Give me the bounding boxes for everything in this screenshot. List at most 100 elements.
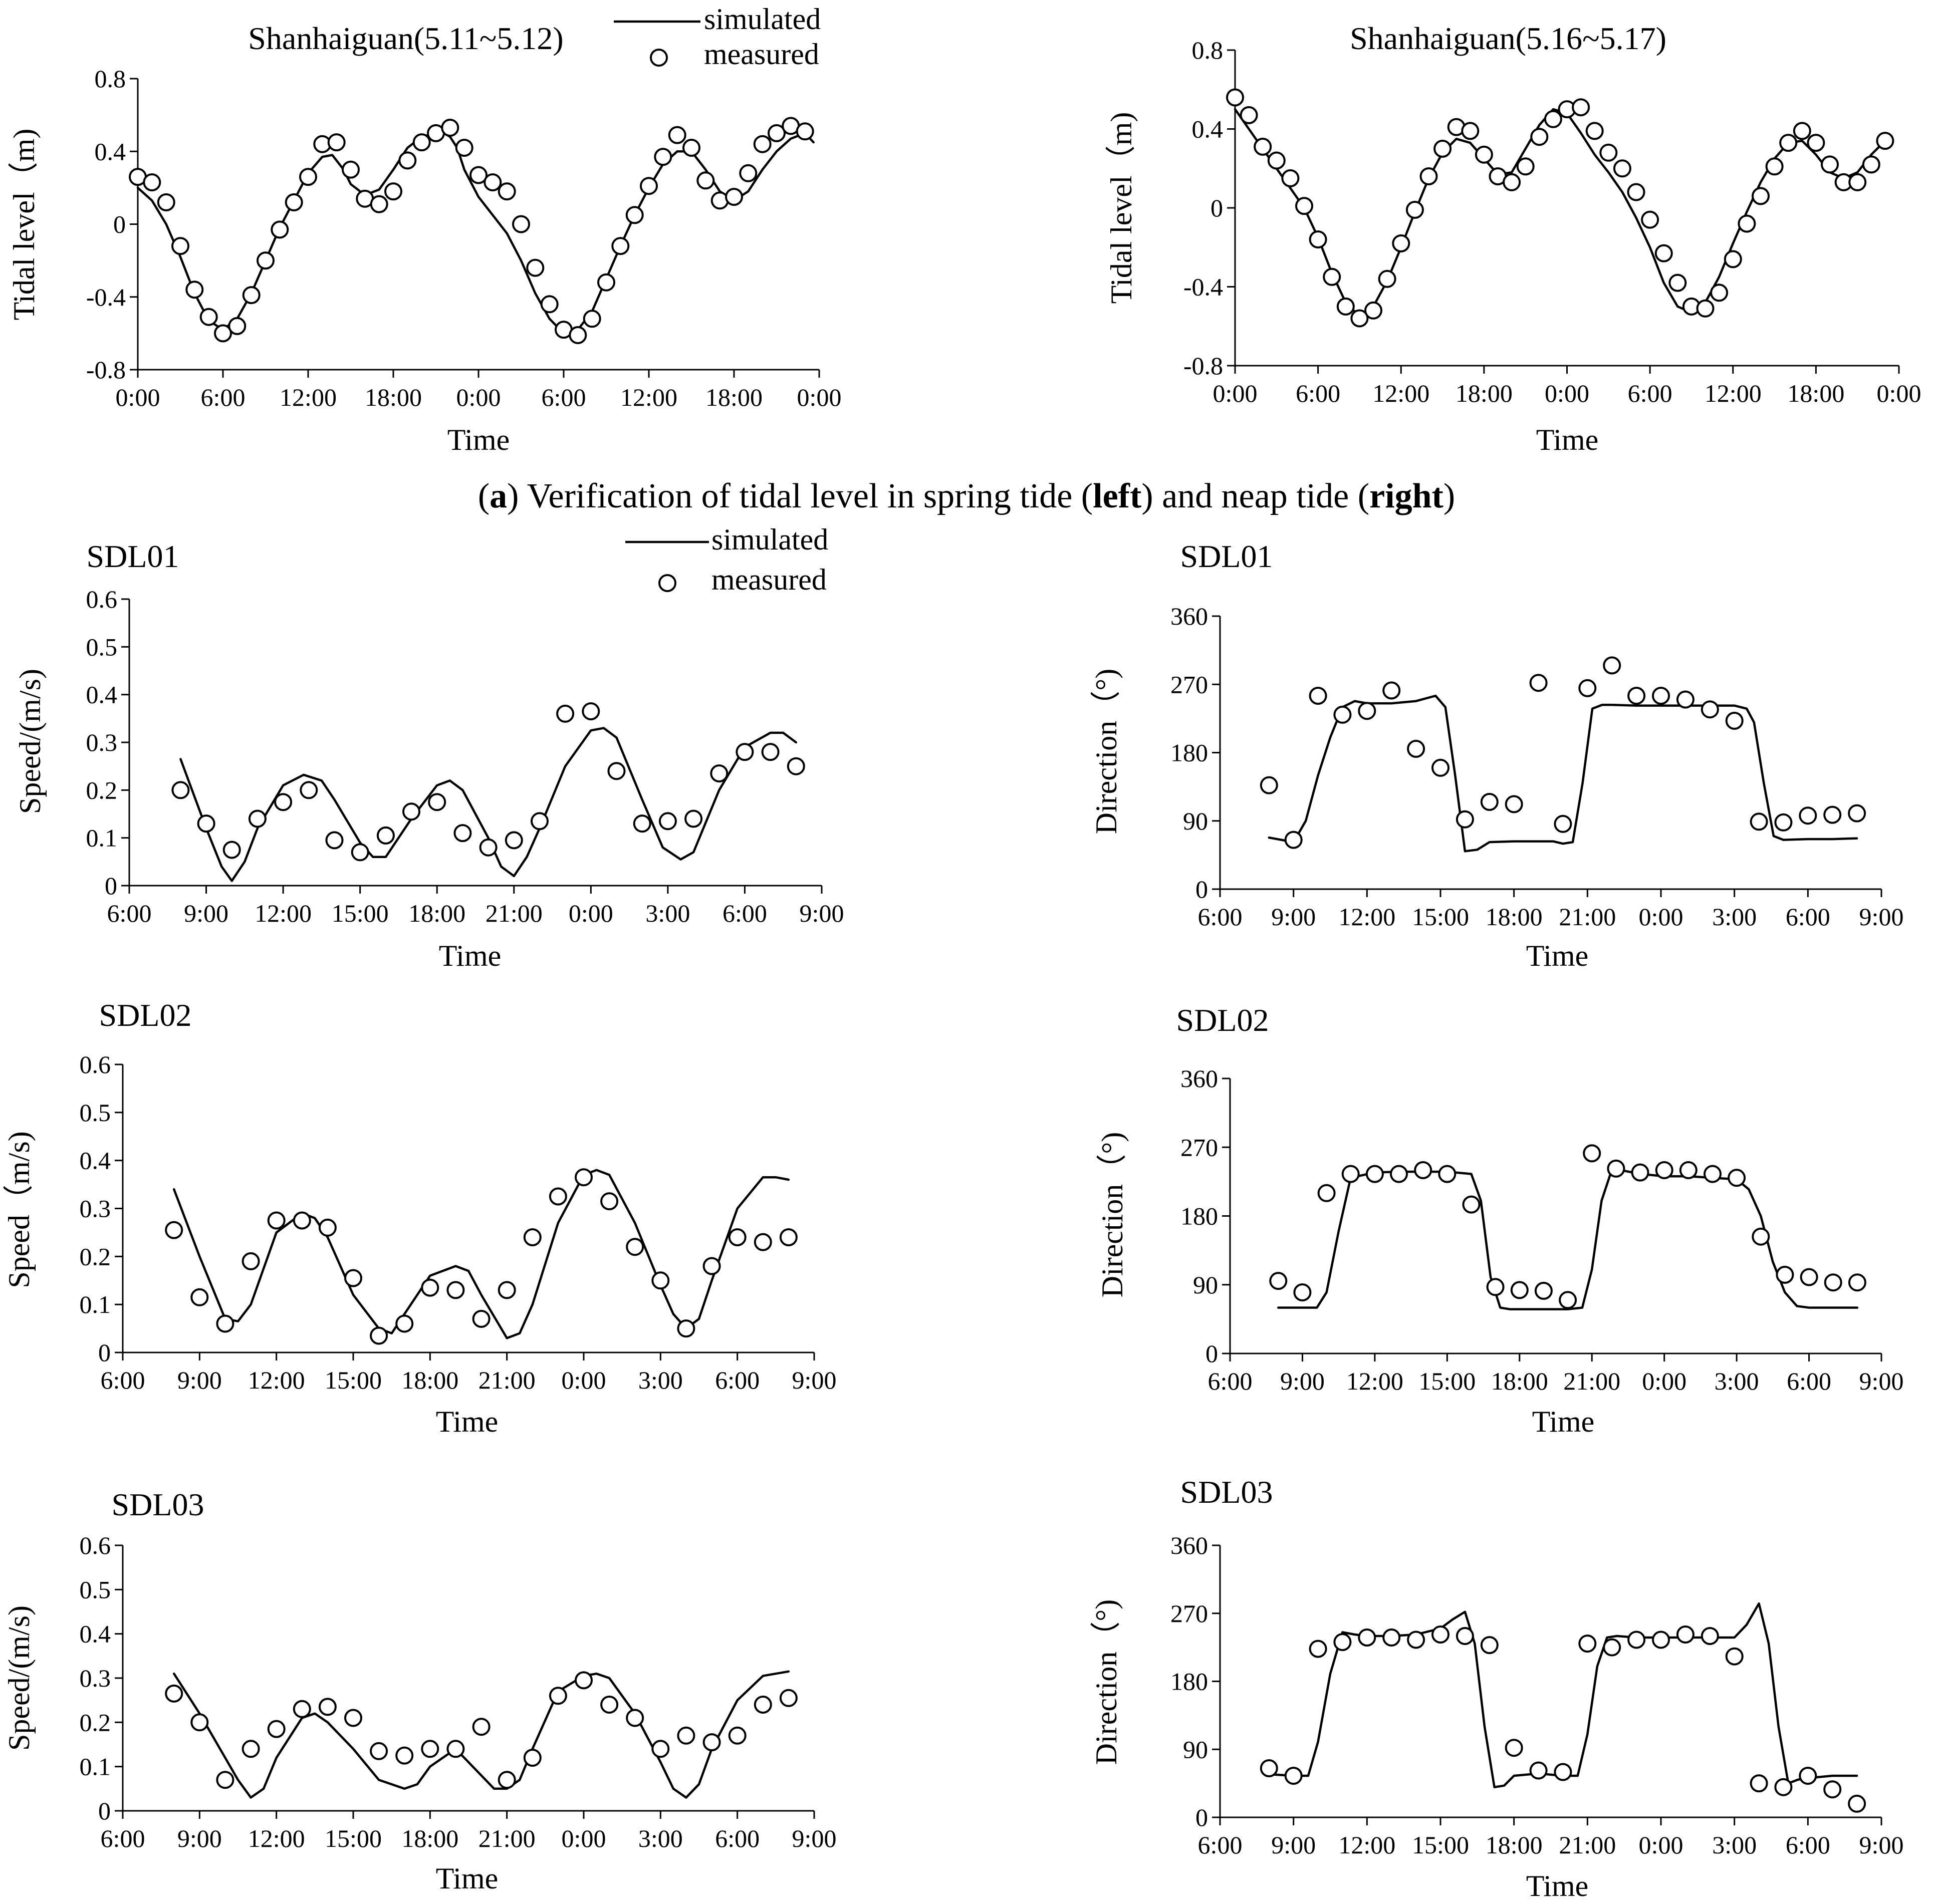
y-axis-label: Tidal level（m) <box>1105 112 1138 304</box>
measured-point <box>1333 1633 1352 1652</box>
measured-point <box>1309 230 1327 248</box>
measured-point <box>398 151 417 170</box>
x-tick-label: 18:00 <box>1486 1831 1543 1859</box>
measured-point <box>658 812 677 831</box>
measured-point <box>768 124 786 142</box>
measured-point <box>1823 1780 1842 1799</box>
chart-title: SDL01 <box>1180 538 1273 574</box>
x-tick-label: 18:00 <box>401 1366 458 1394</box>
measured-point <box>1529 1761 1548 1780</box>
measured-point <box>526 258 545 277</box>
measured-point <box>1848 804 1866 823</box>
measured-point <box>248 809 267 828</box>
y-tick-label: 0.5 <box>86 633 118 661</box>
x-tick-label: 0:00 <box>569 899 613 927</box>
measured-point <box>677 1726 695 1745</box>
measured-point <box>654 148 672 166</box>
measured-point <box>185 281 204 299</box>
measured-point <box>725 188 743 206</box>
measured-point <box>523 1228 542 1246</box>
measured-point <box>569 326 587 344</box>
measured-point <box>318 1218 337 1237</box>
measured-point <box>651 1271 670 1290</box>
measured-point <box>267 1211 286 1230</box>
x-tick-label: 9:00 <box>1859 1831 1904 1859</box>
x-tick-label: 3:00 <box>638 1824 683 1852</box>
measured-point <box>1341 1165 1360 1183</box>
measured-point <box>1627 687 1646 705</box>
measured-point <box>696 171 715 190</box>
measured-point <box>736 743 754 761</box>
measured-point <box>1807 134 1825 152</box>
measured-point <box>242 286 261 305</box>
legend-simulated-label: simulated <box>711 523 828 556</box>
x-tick-label: 6:00 <box>101 1824 145 1852</box>
measured-point <box>1407 739 1425 758</box>
y-axis-label: Tidal level（m) <box>8 129 41 321</box>
y-tick-label: 0 <box>113 210 126 238</box>
measured-point <box>575 1168 593 1187</box>
chart-title: SDL01 <box>87 538 179 574</box>
measured-point <box>1821 155 1839 174</box>
x-tick-label: 6:00 <box>1198 903 1243 931</box>
measured-series <box>1269 1144 1866 1309</box>
measured-point <box>1267 151 1286 170</box>
measured-point <box>1824 1273 1842 1292</box>
measured-point <box>241 1252 260 1270</box>
measured-point <box>1505 1739 1523 1757</box>
measured-point <box>607 762 626 780</box>
measured-point <box>1765 157 1784 176</box>
x-tick-label: 15:00 <box>1412 903 1469 931</box>
measured-point <box>1392 234 1410 252</box>
y-tick-label: 0.3 <box>80 1664 111 1692</box>
measured-point <box>710 764 729 782</box>
measured-point <box>344 1269 362 1287</box>
chart-title: SDL03 <box>1180 1474 1273 1510</box>
measured-point <box>342 160 360 179</box>
y-tick-label: 0.8 <box>95 65 126 93</box>
measured-point <box>1284 1767 1303 1785</box>
measured-point <box>293 1700 311 1718</box>
measured-point <box>1530 128 1549 146</box>
caption-and-text: ) and neap tide ( <box>1141 477 1369 515</box>
measured-point <box>523 1749 542 1767</box>
x-tick-label: 21:00 <box>1563 1367 1620 1395</box>
measured-point <box>1365 1165 1384 1183</box>
measured-point <box>318 1698 337 1716</box>
sdl02-speed-chart: 0 0.1 0.2 0.3 0.4 0.5 0.6 6:00 9:00 12:00 15:00 18:… <box>3 997 836 1438</box>
x-tick-label: 12:00 <box>1338 903 1395 931</box>
measured-point <box>1848 1794 1866 1813</box>
x-axis-label: Time <box>1536 423 1599 456</box>
measured-point <box>1848 173 1867 191</box>
measured-point <box>1848 1273 1866 1292</box>
x-tick-label: 6:00 <box>1628 379 1672 407</box>
measured-point <box>267 1720 286 1738</box>
measured-point <box>1480 792 1499 811</box>
y-tick-label: 0 <box>1195 875 1208 903</box>
measured-point <box>1725 1647 1744 1666</box>
y-tick-label: 180 <box>1170 739 1208 767</box>
measured-point <box>1323 267 1341 286</box>
x-tick-label: 0:00 <box>1639 1831 1683 1859</box>
measured-point <box>384 182 402 201</box>
x-axis-label: Time <box>1526 939 1589 972</box>
measured-point <box>1419 167 1438 185</box>
y-tick-label: 0.1 <box>80 1753 111 1781</box>
measured-point <box>1676 1625 1695 1644</box>
measured-point <box>216 1771 234 1789</box>
measured-point <box>190 1288 209 1306</box>
measured-point <box>370 1742 388 1760</box>
measured-point <box>1456 1627 1474 1645</box>
measured-point <box>1226 88 1244 107</box>
chart-title: SDL02 <box>99 997 192 1033</box>
x-tick-label: 18:00 <box>408 899 465 927</box>
x-tick-label: 12:00 <box>248 1366 305 1394</box>
caption-middle: ) Verification of tidal level in spring … <box>507 477 1093 515</box>
measured-point <box>1652 687 1670 705</box>
y-tick-label: 0 <box>98 1338 111 1367</box>
measured-point <box>779 1228 798 1246</box>
y-tick-label: 270 <box>1180 1133 1218 1161</box>
simulated-series-line <box>172 1670 790 1799</box>
measured-point <box>325 831 344 850</box>
measured-point <box>1505 795 1523 813</box>
